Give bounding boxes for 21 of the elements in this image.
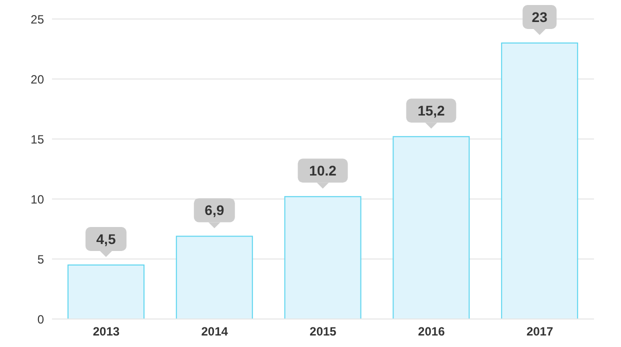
x-tick-label: 2015 — [310, 324, 337, 339]
data-label: 15,2 — [418, 102, 446, 119]
y-tick-label: 10 — [30, 192, 44, 206]
bar — [392, 136, 470, 319]
bar — [176, 236, 253, 319]
y-tick-label: 20 — [30, 72, 44, 86]
data-label: 10.2 — [309, 162, 337, 179]
x-tick-label: 2016 — [418, 324, 446, 339]
y-tick-label: 25 — [30, 12, 44, 26]
bar — [68, 264, 144, 319]
y-tick-label: 0 — [37, 312, 44, 326]
data-label: 23 — [532, 9, 548, 25]
x-tick-label: 2017 — [526, 324, 554, 339]
data-label: 4,5 — [96, 231, 116, 247]
data-label: 6,9 — [204, 202, 224, 218]
x-tick-label: 2014 — [201, 324, 228, 339]
y-tick-label: 5 — [37, 252, 44, 266]
bar — [284, 196, 362, 319]
bar — [501, 42, 578, 319]
y-tick-label: 15 — [30, 132, 44, 146]
x-tick-label: 2013 — [92, 324, 120, 339]
